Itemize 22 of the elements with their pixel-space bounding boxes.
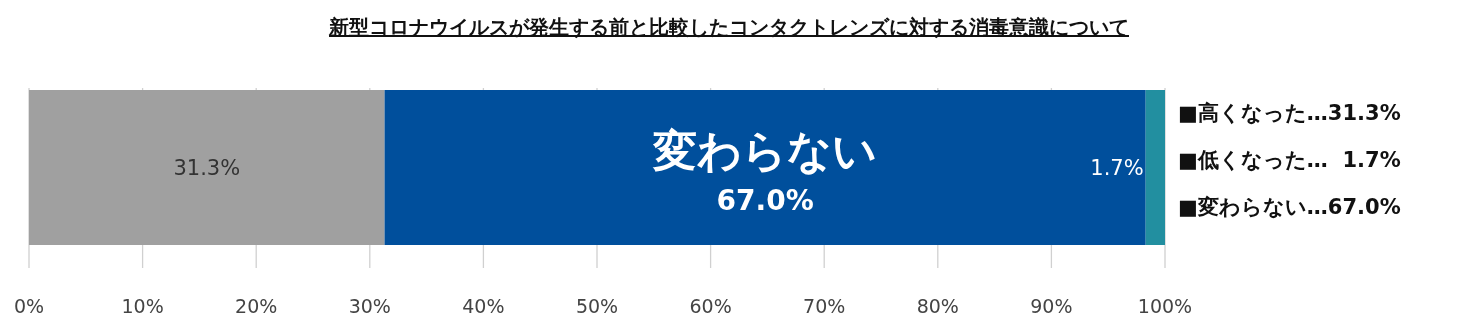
x-tick-label: 20%: [235, 295, 278, 317]
x-tick-label: 100%: [1137, 295, 1193, 317]
data-label: 31.3%: [173, 155, 241, 180]
text: ■高くなった…31.3%: [1178, 101, 1401, 125]
series-label: 変わらない: [652, 124, 878, 176]
x-tick-label: 10%: [121, 295, 164, 317]
x-tick-label: 50%: [575, 295, 619, 317]
data-label: 67.0%: [716, 183, 814, 217]
x-tick-label: 60%: [689, 295, 732, 317]
x-tick-label: 70%: [803, 295, 846, 317]
x-tick-label: 40%: [462, 295, 505, 317]
bar: [1145, 90, 1165, 245]
text: ■低くなった… 1.7%: [1178, 148, 1401, 172]
text: ■変わらない…67.0%: [1178, 195, 1401, 219]
x-tick-label: 90%: [1030, 295, 1073, 317]
bar: [384, 90, 1146, 245]
x-tick-label: 30%: [348, 295, 391, 317]
chart-title: 新型コロナウイルスが発生する前と比較したコンタクトレンズに対する消毒意識について: [328, 15, 1129, 39]
data-label: 1.7%: [1090, 155, 1144, 180]
x-tick-label: 0%: [13, 295, 45, 317]
x-tick-label: 80%: [916, 295, 959, 317]
bar: [29, 90, 385, 245]
